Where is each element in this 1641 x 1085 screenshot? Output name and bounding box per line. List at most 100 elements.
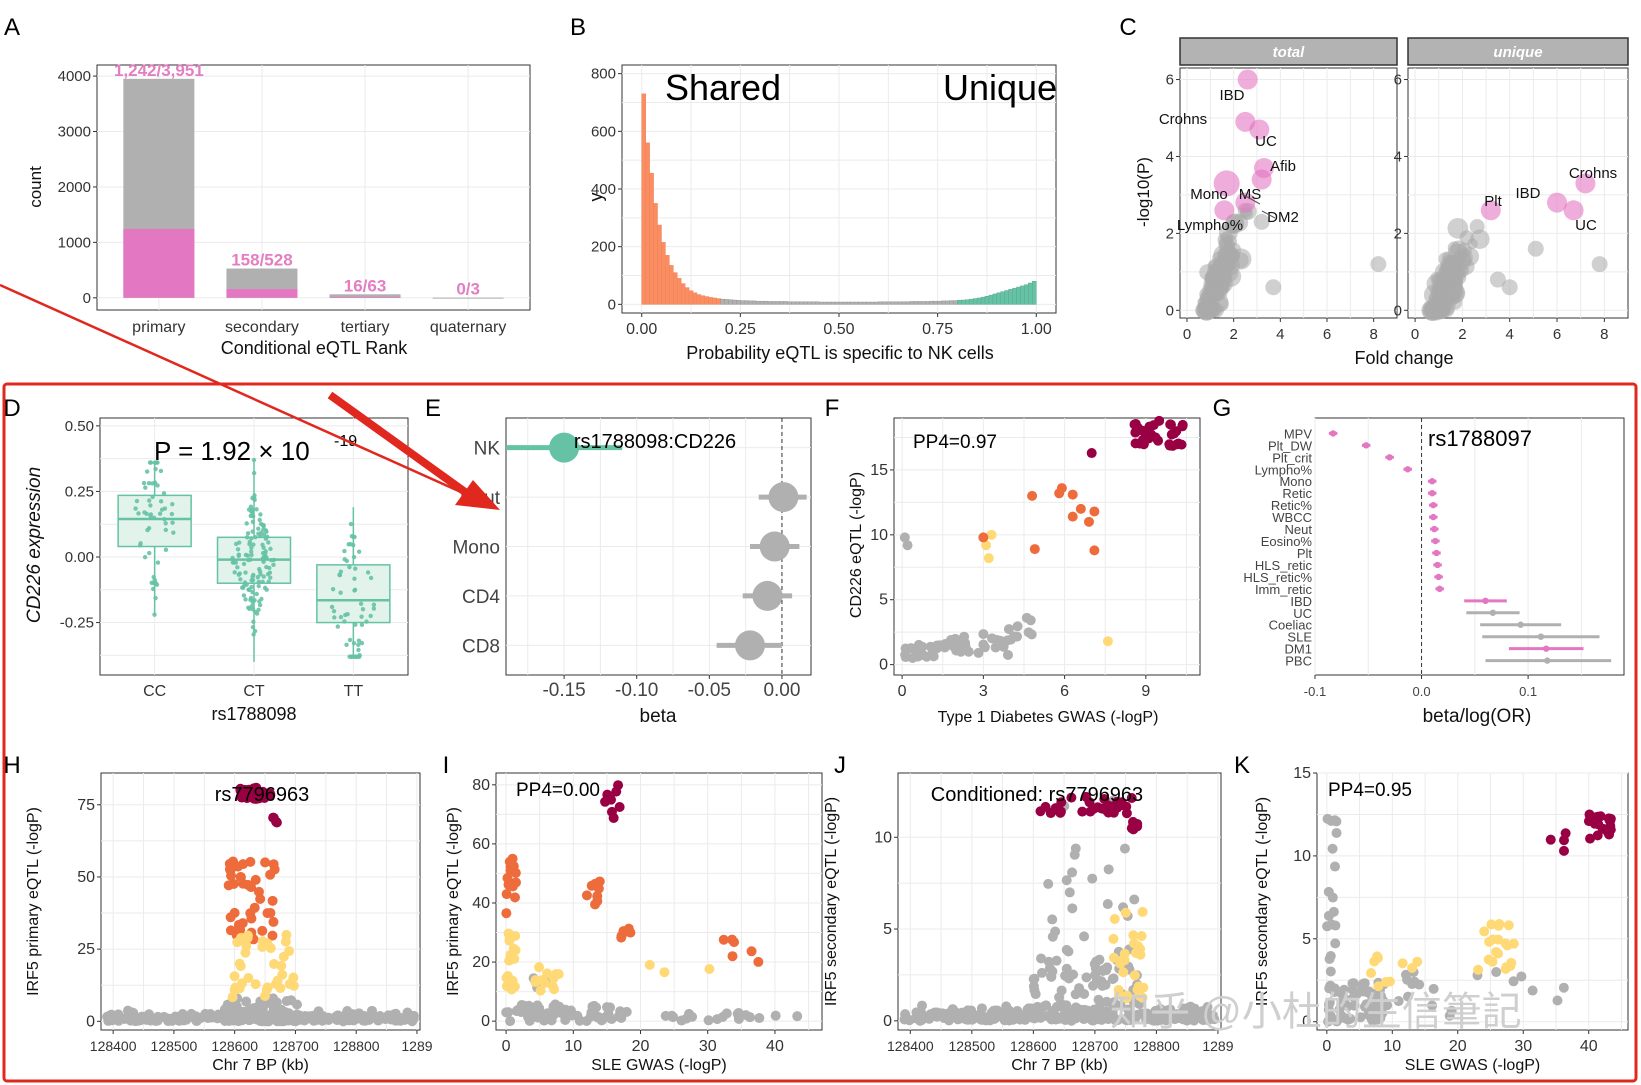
- x-tick-label: 1289: [1202, 1038, 1233, 1054]
- hist-bar: [716, 298, 721, 305]
- data-point: [532, 1000, 543, 1011]
- data-point: [248, 549, 254, 554]
- annotation-shared: Shared: [665, 67, 781, 108]
- data-point: [1366, 968, 1377, 979]
- hist-bar: [728, 299, 733, 305]
- y-tick-label: Mono: [1279, 474, 1312, 489]
- data-point: [235, 961, 246, 972]
- data-point-grey: [900, 1009, 911, 1020]
- data-point-grey: [1007, 1014, 1018, 1025]
- data-point: [593, 883, 604, 894]
- data-point: [247, 587, 252, 593]
- data-point: [1134, 990, 1145, 1001]
- annotation-unique: Unique: [943, 67, 1057, 108]
- data-point: [1087, 873, 1098, 884]
- data-point-grey: [149, 1015, 160, 1026]
- data-point: [581, 890, 592, 901]
- data-point-grey: [408, 1010, 419, 1021]
- data-point: [344, 558, 350, 564]
- y-tick-label: 20: [472, 954, 490, 971]
- y-tick-label: Mono: [452, 538, 500, 559]
- data-point-orange: [1054, 488, 1065, 499]
- hist-bar: [763, 300, 769, 305]
- y-tick-label: Retic: [1282, 486, 1312, 501]
- data-point: [1508, 938, 1519, 949]
- estimate-point: [1489, 609, 1497, 616]
- hist-bar: [704, 296, 710, 305]
- data-point: [250, 574, 255, 579]
- data-point: [276, 960, 287, 971]
- data-point: [1427, 1000, 1438, 1011]
- y-tick-label: 2: [1166, 225, 1174, 242]
- x-axis-title: Fold change: [1354, 348, 1453, 368]
- plot-area: [893, 417, 1201, 676]
- hist-bar: [968, 298, 974, 305]
- hist-bar: [933, 300, 938, 305]
- data-point: [619, 926, 630, 937]
- hist-bar: [779, 301, 785, 305]
- data-point: [1488, 934, 1499, 945]
- data-point: [257, 517, 262, 523]
- x-tick-label: 4: [1506, 326, 1514, 343]
- data-point-highlight: [1214, 200, 1235, 221]
- hist-bar: [815, 301, 820, 305]
- data-point: [356, 638, 362, 643]
- data-point-grey: [1501, 279, 1518, 296]
- x-tick-label: tertiary: [341, 319, 390, 336]
- data-point-orange: [1075, 503, 1086, 514]
- data-point-grey: [1209, 269, 1231, 291]
- data-point-grey: [1003, 624, 1014, 635]
- data-point: [505, 1016, 516, 1027]
- data-point: [249, 902, 260, 913]
- y-tick-label: 400: [591, 181, 616, 198]
- data-point: [259, 991, 270, 1002]
- panel-G: MPVPlt_DWPlt_critLympho%MonoReticRetic%W…: [1243, 417, 1625, 727]
- hist-bar: [676, 278, 682, 305]
- data-point: [235, 565, 240, 570]
- x-tick-label: 0: [1183, 326, 1191, 343]
- data-point: [1107, 974, 1118, 985]
- y-tick-label: 4000: [58, 68, 91, 85]
- data-point: [1324, 953, 1335, 964]
- data-point-grey: [1456, 242, 1472, 258]
- data-point: [1373, 981, 1384, 992]
- data-point: [261, 527, 266, 532]
- hist-bar: [645, 142, 650, 305]
- data-point: [1128, 930, 1139, 941]
- data-point: [232, 861, 243, 872]
- hist-bar: [890, 301, 895, 305]
- data-point: [260, 857, 271, 868]
- data-point: [535, 985, 546, 996]
- data-point-grey: [1112, 1015, 1123, 1026]
- hist-bar: [653, 203, 658, 305]
- data-point: [1101, 996, 1112, 1007]
- estimate-point: [1429, 478, 1436, 485]
- data-point: [1067, 903, 1078, 914]
- hist-bar: [641, 93, 646, 305]
- data-point: [365, 570, 371, 575]
- y-tick-label: Lympho%: [1255, 462, 1313, 477]
- data-point: [534, 962, 545, 973]
- data-point: [338, 569, 344, 574]
- data-point: [246, 882, 257, 893]
- data-point: [158, 499, 164, 504]
- y-tick-label: 2: [1394, 225, 1402, 242]
- data-point-highlight: [1547, 192, 1568, 213]
- hist-bar: [961, 299, 966, 305]
- data-point: [171, 530, 176, 535]
- data-point: [330, 586, 336, 592]
- y-tick-label: 6: [1394, 72, 1402, 89]
- y-tick-label: 75: [77, 797, 95, 814]
- x-tick-label: 0: [1322, 1038, 1331, 1055]
- hist-bar: [795, 301, 800, 305]
- data-point: [268, 575, 273, 580]
- panel-title: rs7796963: [215, 784, 310, 806]
- y-axis-title: IRF5 secondary eQTL (-logP): [823, 797, 840, 1006]
- data-point: [1503, 920, 1514, 931]
- data-point: [347, 654, 352, 659]
- data-point: [1066, 792, 1077, 803]
- data-point: [510, 867, 521, 878]
- data-point: [286, 995, 297, 1006]
- data-point: [252, 493, 257, 498]
- data-point: [254, 591, 259, 597]
